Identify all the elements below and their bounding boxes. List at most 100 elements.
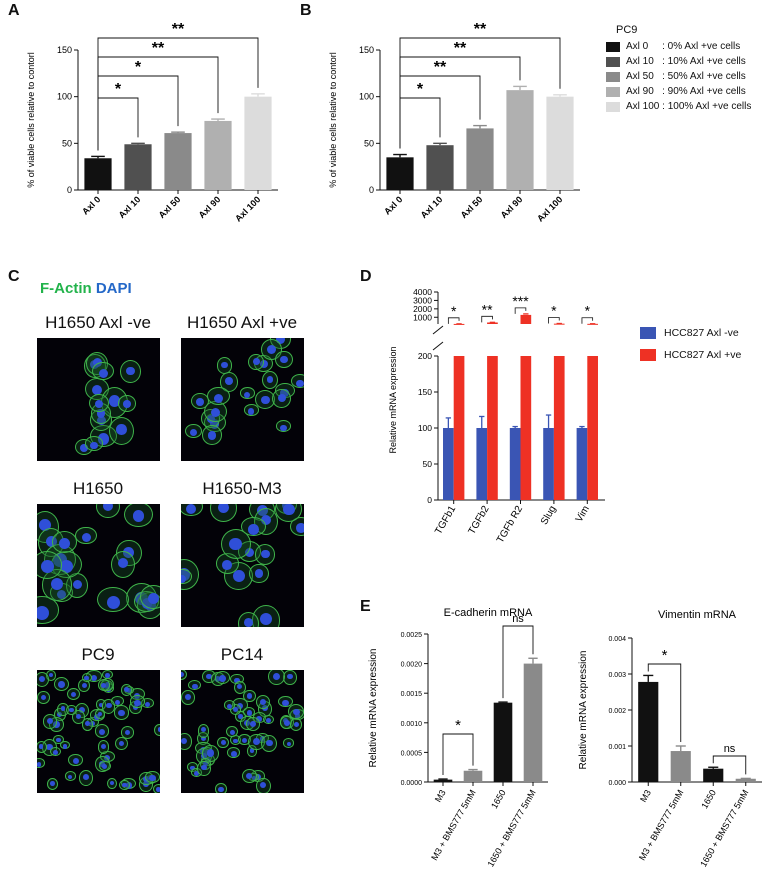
bar (164, 133, 192, 190)
nucleus (266, 717, 271, 723)
significance-bracket (514, 307, 527, 314)
significance-bracket (97, 56, 219, 151)
nucleus (85, 721, 90, 727)
bar (523, 663, 543, 782)
x-tick-label: Axl 0 (382, 194, 404, 216)
y-tick-label: 0.0005 (401, 750, 423, 757)
y-axis-title: % of viable cells relative to contorl (328, 52, 338, 188)
factin-label: F-Actin (40, 280, 92, 297)
nucleus (232, 707, 238, 713)
micrograph-image (181, 504, 304, 627)
bar-axl-pos (587, 356, 598, 500)
significance-label: ns (724, 743, 736, 755)
significance-label: * (417, 81, 424, 98)
nucleus (238, 714, 244, 719)
nucleus (181, 672, 184, 677)
nucleus (106, 596, 120, 610)
significance-label: * (662, 647, 668, 664)
nucleus (248, 524, 259, 535)
nucleus (58, 681, 65, 688)
significance-bracket (442, 733, 474, 776)
y-tick-label: 200 (418, 351, 432, 361)
chart-b: 0 50 100 150 % of viable cells relative to c… (328, 21, 580, 224)
bar-axl-neg (576, 428, 588, 500)
nucleus (99, 728, 106, 735)
nucleus (221, 361, 228, 369)
nucleus (293, 721, 299, 727)
significance-label: ** (454, 40, 467, 57)
significance-bracket (447, 317, 460, 324)
nucleus (105, 702, 112, 709)
nucleus (38, 744, 44, 749)
significance-label: ** (172, 21, 185, 38)
nucleus (273, 672, 281, 681)
legend-d-item: HCC827 Axl -ve (640, 322, 741, 344)
micrograph-label: H1650 (72, 479, 124, 498)
bar (244, 96, 272, 190)
nucleus (72, 758, 79, 765)
nucleus (83, 774, 90, 781)
y-tick-label: 0 (67, 185, 72, 195)
chart-vimentin: 0.000 0.001 0.002 0.003 0.004 Relative mRNA e… (578, 609, 762, 869)
bar-axl-pos (453, 356, 465, 500)
bar (124, 144, 152, 190)
panel-letter-e: E (360, 598, 371, 615)
significance-label: * (455, 717, 461, 734)
nucleus (75, 713, 82, 720)
nucleus (181, 737, 188, 744)
nucleus (267, 344, 277, 354)
nucleus (78, 706, 85, 713)
bar-axl-pos-upper (487, 322, 498, 324)
nucleus (218, 504, 230, 514)
nucleus (101, 743, 107, 749)
nucleus (124, 729, 131, 736)
nucleus (200, 735, 206, 741)
x-tick-label: TGFb R2 (495, 504, 525, 545)
legend-swatch (606, 41, 620, 52)
significance-bracket (399, 97, 441, 149)
y-axis-title: Relative mRNA expression (388, 346, 398, 453)
bar-axl-pos (520, 356, 532, 500)
nucleus (91, 384, 103, 396)
significance-label: * (135, 59, 142, 76)
y-tick-label: 100 (57, 92, 72, 102)
nucleus (98, 702, 104, 708)
bar-axl-neg (443, 428, 454, 500)
x-tick-label: Axl 50 (157, 194, 183, 220)
nucleus (220, 740, 226, 745)
panel-letter-c: C (8, 268, 20, 285)
y-axis-title: Relative mRNA expression (578, 651, 589, 770)
micrograph-image (181, 670, 304, 793)
bar (506, 90, 534, 190)
bar (703, 768, 724, 782)
x-tick-label: Axl 0 (80, 194, 102, 216)
y-tick-label: 0.0025 (401, 632, 423, 639)
nucleus (98, 711, 103, 716)
nucleus (53, 750, 58, 755)
y-tick-label: 0.0015 (401, 691, 423, 698)
nucleus (123, 400, 131, 408)
nucleus (40, 694, 47, 700)
bar-axl-pos-upper (520, 314, 532, 324)
nucleus (38, 676, 45, 683)
nucleus (231, 751, 237, 757)
significance-bracket (399, 37, 561, 149)
micrograph-label: PC9 (81, 645, 115, 664)
nucleus (218, 787, 224, 793)
significance-bracket (502, 625, 534, 699)
nucleus (243, 391, 251, 398)
legend-ab-item: Axl 0 : 0% Axl +ve cells (606, 39, 774, 54)
nucleus (114, 699, 120, 706)
nucleus (252, 358, 260, 366)
nucleus (283, 504, 295, 515)
nucleus (109, 780, 115, 786)
x-tick-label: Axl 100 (535, 194, 564, 223)
nucleus (259, 613, 273, 626)
y-tick-label: 150 (359, 45, 374, 55)
nucleus (207, 749, 215, 757)
y-tick-label: 50 (423, 459, 433, 469)
nucleus (237, 684, 243, 690)
nucleus (116, 424, 127, 436)
nucleus (296, 523, 304, 533)
